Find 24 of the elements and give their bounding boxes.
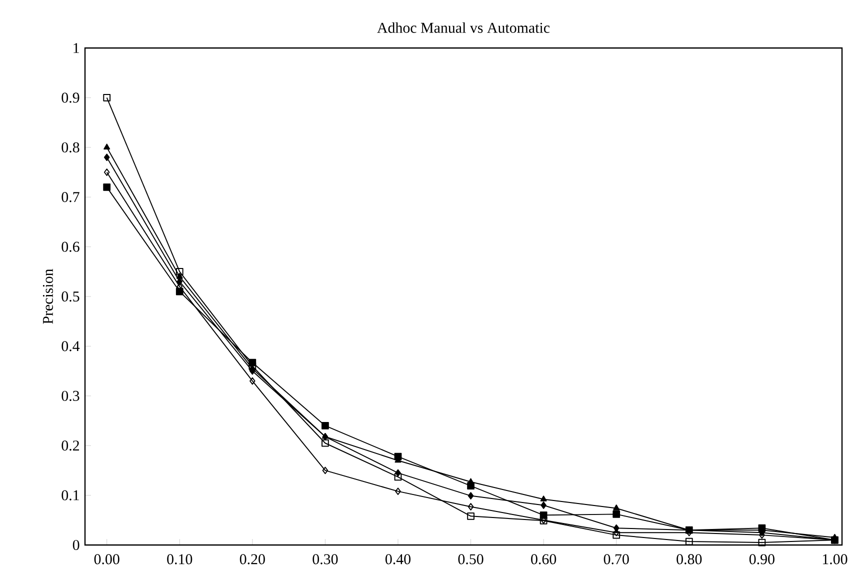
y-tick-label: 0.6 <box>62 242 80 252</box>
y-tick-label: 0.8 <box>62 142 80 152</box>
y-tick-label: 0.4 <box>62 341 80 352</box>
y-tick-label: 0.7 <box>62 192 80 202</box>
y-tick-label: 0.9 <box>62 92 80 103</box>
x-tick-label: 0.50 <box>458 554 484 564</box>
x-tick-label: 0.10 <box>167 554 192 564</box>
y-tick-label: 0.3 <box>62 390 80 401</box>
y-tick-label: 0.1 <box>62 490 79 500</box>
chart-title: Adhoc Manual vs Automatic <box>377 22 550 33</box>
x-tick-label: 0.20 <box>240 554 265 564</box>
y-axis-title: Precision <box>42 268 53 324</box>
x-tick-label: 0.70 <box>604 554 629 564</box>
x-tick-label: 0.40 <box>385 554 411 564</box>
x-tick-label: 0.80 <box>676 554 702 564</box>
x-tick-label: 1.00 <box>822 554 848 564</box>
x-tick-label: 0.60 <box>531 554 556 564</box>
y-tick-label: 0.2 <box>62 440 79 451</box>
y-tick-label: 1 <box>74 43 79 53</box>
y-tick-label: 0 <box>72 540 80 550</box>
x-tick-label: 0.90 <box>749 554 774 564</box>
x-tick-label: 0.30 <box>312 554 338 564</box>
x-tick-label: 0.00 <box>94 554 120 564</box>
y-tick-label: 0.5 <box>62 291 80 302</box>
